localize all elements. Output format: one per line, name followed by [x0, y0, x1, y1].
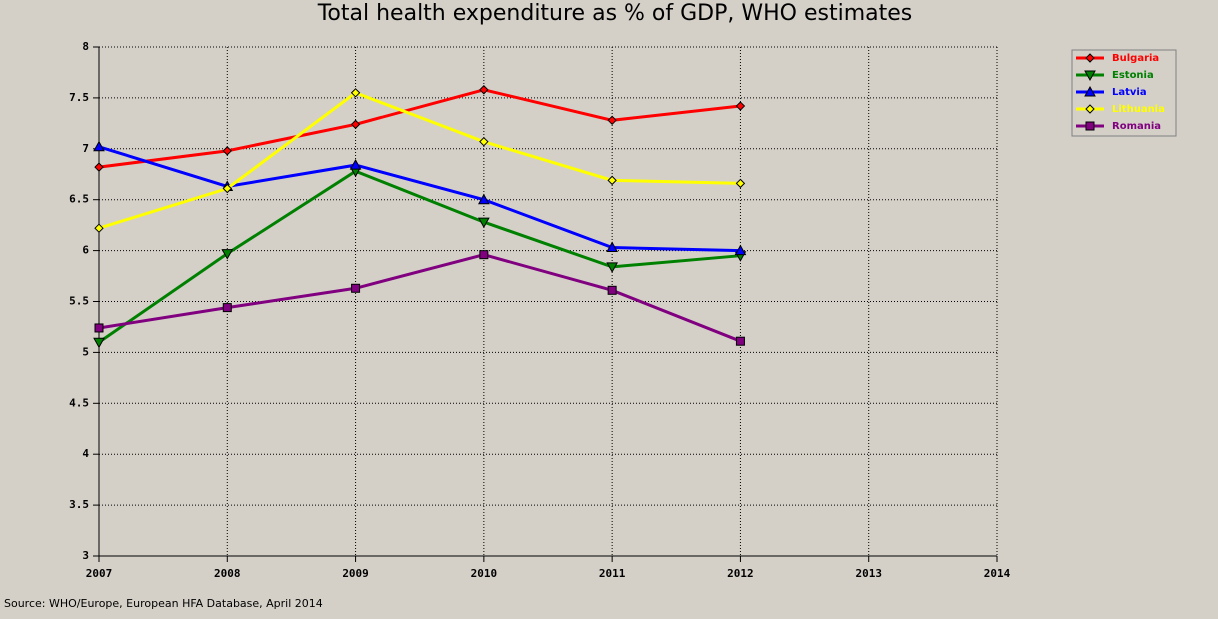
x-tick-label: 2014	[984, 567, 1011, 580]
source: Source: WHO/Europe, European HFA Databas…	[4, 597, 323, 610]
y-tick-label: 7	[82, 142, 89, 155]
y-tick-label: 7.5	[69, 91, 89, 104]
marker	[478, 217, 490, 229]
marker	[351, 283, 361, 293]
marker	[349, 159, 362, 170]
marker	[94, 162, 104, 172]
marker	[221, 249, 234, 260]
x-tick-label: 2013	[855, 567, 882, 580]
marker	[734, 244, 747, 256]
marker	[350, 119, 361, 130]
legend-label: Latvia	[1112, 87, 1147, 98]
marker	[479, 250, 489, 260]
legend-marker	[1085, 53, 1095, 63]
marker	[94, 223, 104, 233]
marker	[735, 178, 746, 189]
series-line	[98, 88, 741, 169]
x-tick-label: 2010	[471, 567, 498, 580]
marker	[222, 146, 232, 156]
marker	[606, 241, 618, 253]
marker	[222, 183, 232, 194]
marker	[479, 136, 489, 147]
series-line	[98, 169, 741, 344]
marker	[479, 85, 489, 95]
marker	[607, 175, 617, 186]
legend-marker	[1084, 85, 1096, 97]
series-line	[98, 145, 741, 253]
marker	[478, 193, 490, 205]
series-line	[98, 253, 741, 343]
y-tick-label: 3.5	[69, 498, 89, 511]
marker	[93, 337, 105, 349]
chart-title: Total health expenditure as % of GDP, WH…	[317, 1, 913, 26]
y-tick-label: 4	[82, 447, 89, 460]
legend-label: Lithuania	[1112, 104, 1165, 115]
series-line	[98, 91, 741, 230]
y-tick-label: 6.5	[69, 193, 89, 206]
legend-marker	[1085, 121, 1095, 131]
marker	[94, 323, 104, 333]
legend-marker	[1085, 104, 1095, 114]
x-tick-label: 2008	[214, 567, 241, 580]
x-tick-label: 2011	[599, 567, 626, 580]
legend-label: Bulgaria	[1112, 53, 1159, 64]
x-tick-label: 2007	[86, 567, 113, 580]
y-tick-label: 8	[82, 40, 89, 53]
x-tick-label: 2009	[342, 567, 369, 580]
legend-label: Estonia	[1112, 70, 1154, 81]
y-tick-label: 5	[82, 345, 89, 358]
y-tick-label: 3	[82, 549, 89, 562]
marker	[222, 303, 232, 313]
marker	[93, 140, 105, 152]
legend-marker	[1084, 70, 1096, 82]
marker	[735, 101, 746, 111]
y-tick-label: 4.5	[69, 396, 89, 409]
marker	[606, 262, 618, 273]
marker	[735, 336, 745, 346]
marker	[607, 115, 617, 126]
x-tick-label: 2012	[727, 567, 754, 580]
y-tick-label: 5.5	[69, 295, 89, 308]
legend-label: Romania	[1112, 121, 1161, 132]
marker	[607, 285, 617, 295]
marker	[350, 88, 361, 98]
y-tick-label: 6	[82, 244, 89, 257]
